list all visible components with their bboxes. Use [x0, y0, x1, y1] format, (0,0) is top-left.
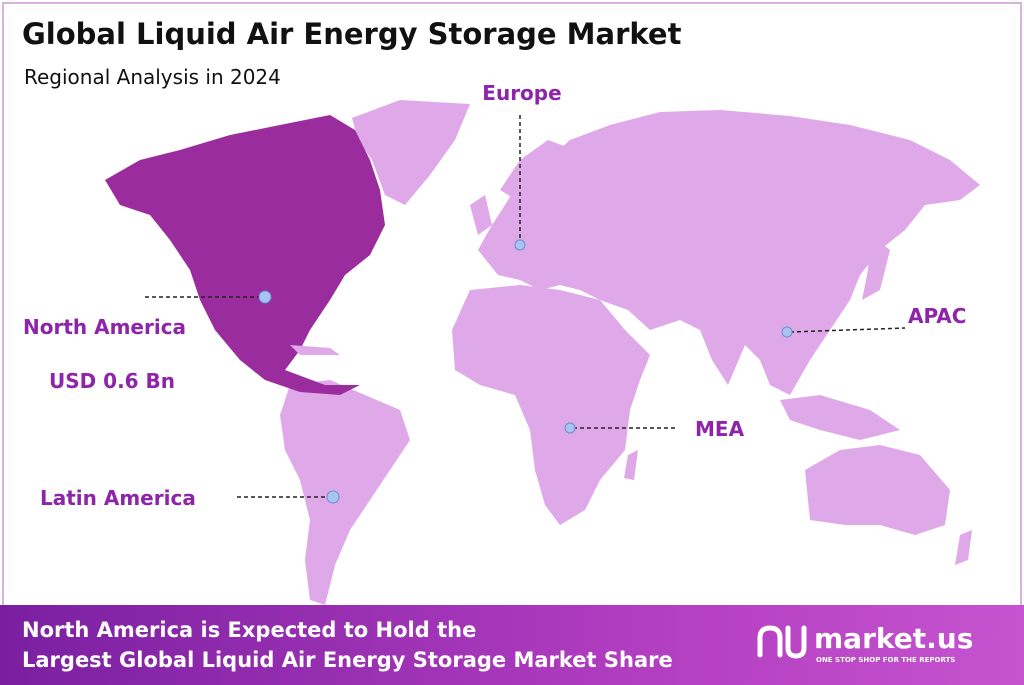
africa [452, 285, 650, 525]
japan [862, 235, 890, 300]
apac-pointer [789, 327, 906, 333]
mea-marker [564, 422, 576, 434]
north-america-marker [258, 290, 272, 304]
footer-band [0, 605, 1024, 685]
region-label: North America USD 0.6 Bn [23, 315, 193, 393]
region-value: USD 0.6 Bn [49, 369, 175, 393]
apac-marker [781, 326, 793, 338]
region-label: MEA [695, 417, 745, 441]
scandinavia [500, 140, 575, 205]
madagascar [624, 450, 638, 480]
greenland [352, 100, 470, 205]
world-map [105, 100, 980, 605]
region-label: Latin America [40, 486, 196, 510]
uk [470, 195, 492, 235]
region-label: Europe [482, 81, 561, 105]
brand-logo: market.us ONE STOP SHOP FOR THE REPORTS [757, 622, 973, 664]
brand-tagline: ONE STOP SHOP FOR THE REPORTS [816, 656, 955, 664]
region-name: North America [23, 315, 186, 339]
southeast-asia [780, 395, 900, 440]
caribbean [290, 345, 340, 355]
europe-marker [514, 239, 526, 251]
region-label: APAC [908, 304, 966, 328]
new-zealand [955, 530, 972, 565]
footer-line: North America is Expected to Hold the [22, 618, 476, 642]
south-america [280, 380, 410, 605]
latin-america-marker [326, 490, 340, 504]
subtitle: Regional Analysis in 2024 [24, 65, 281, 89]
brand-name: market.us [814, 622, 973, 655]
north-america [105, 115, 385, 395]
australia [805, 445, 950, 535]
footer-line: Largest Global Liquid Air Energy Storage… [22, 648, 673, 672]
title: Global Liquid Air Energy Storage Market [22, 17, 682, 51]
eurasia [478, 110, 980, 395]
